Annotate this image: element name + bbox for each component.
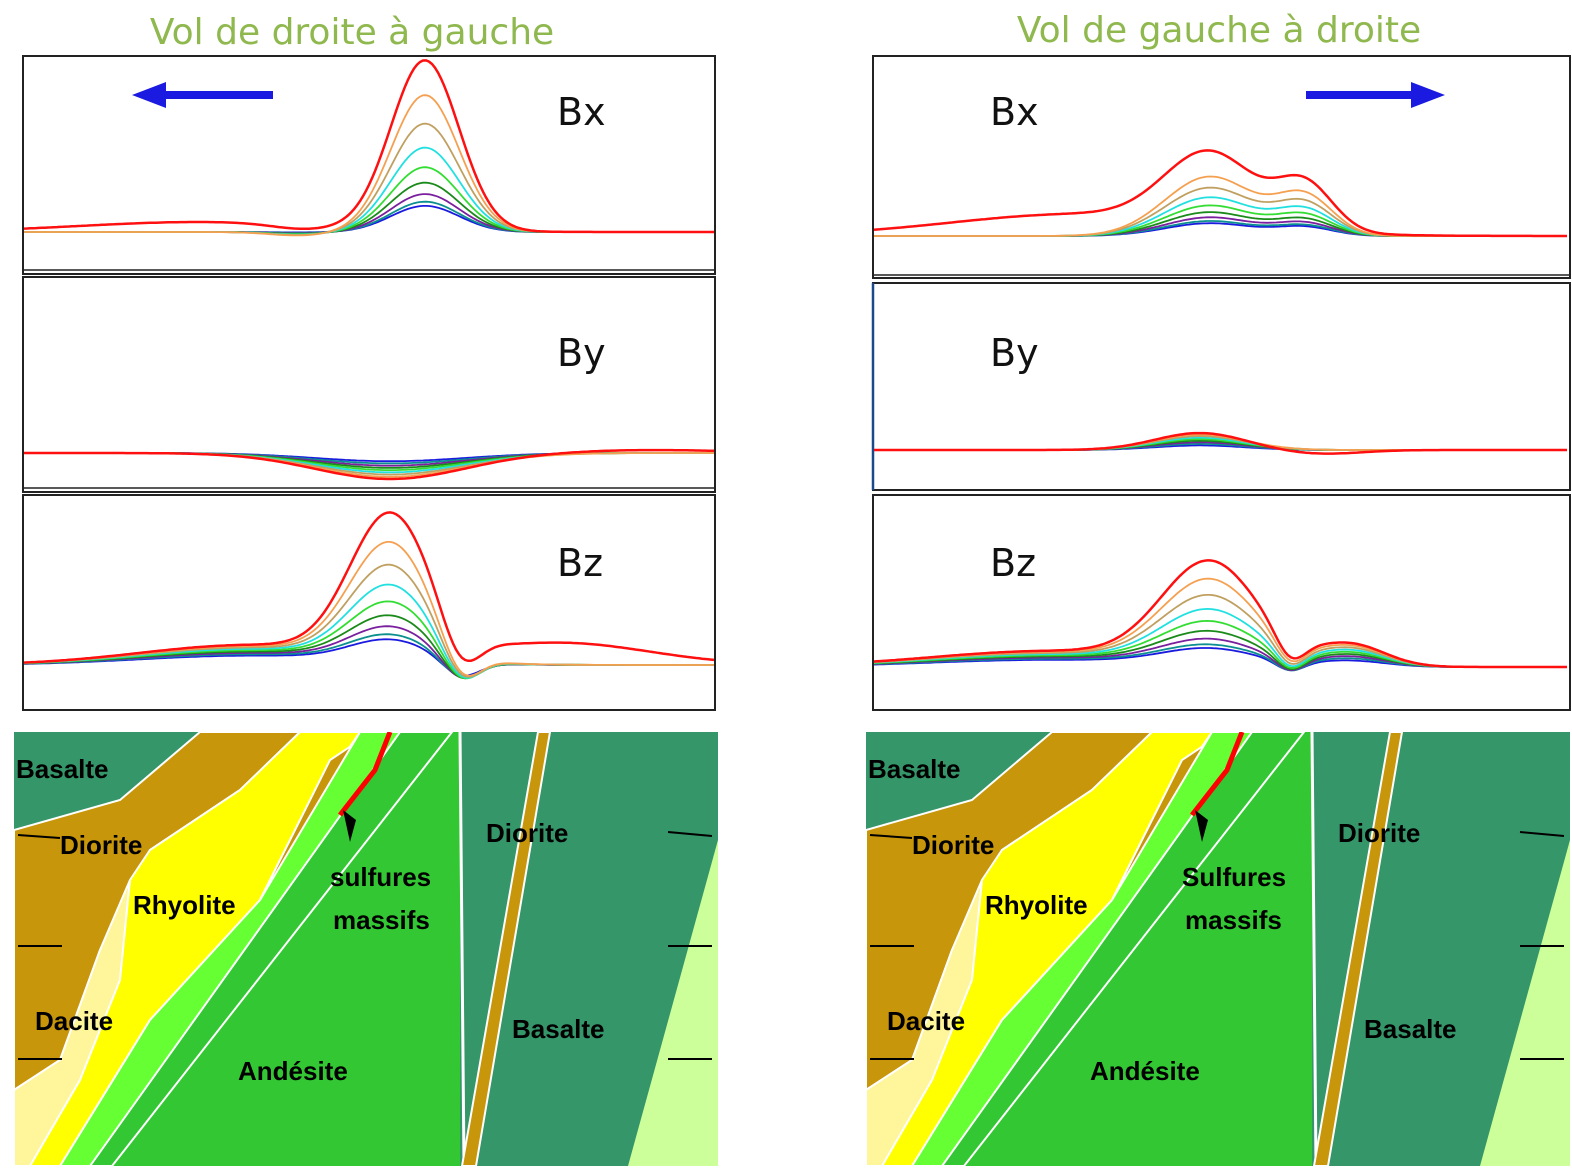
bx-curves xyxy=(23,59,714,237)
bx-plot-frame xyxy=(22,55,716,275)
bz-plot-frame xyxy=(872,494,1571,711)
panel-right: Vol de gauche à droite Bx By Bz xyxy=(866,10,1571,1166)
sulfide-pointer-icon xyxy=(1195,810,1208,842)
bz-curves xyxy=(873,559,1567,672)
label-dacite: Dacite xyxy=(35,1006,113,1036)
bx-plot: Bx xyxy=(22,55,716,275)
by-curves xyxy=(874,431,1567,455)
panel-title: Vol de droite à gauche xyxy=(150,12,554,53)
bz-plot-frame xyxy=(22,494,716,711)
label-basalte-left: Basalte xyxy=(16,754,109,784)
sulfide-vein xyxy=(338,732,393,817)
bx-curves xyxy=(873,149,1567,238)
anomaly-curve xyxy=(24,448,714,481)
label-dacite: Dacite xyxy=(887,1006,965,1036)
bx-plot: Bx xyxy=(872,55,1571,279)
anomaly-curve xyxy=(23,511,715,664)
anomaly-curve xyxy=(23,59,714,234)
bz-label: Bz xyxy=(557,541,603,585)
label-rhyolite: Rhyolite xyxy=(133,890,236,920)
label-basalte-right: Basalte xyxy=(512,1014,605,1044)
label-diorite-right: Diorite xyxy=(486,818,568,848)
by-plot: By xyxy=(871,282,1571,491)
basalt-left-zone xyxy=(866,732,1052,830)
sulfide-vein xyxy=(1190,732,1245,817)
by-label: By xyxy=(990,331,1039,375)
anomaly-curve xyxy=(874,431,1567,455)
label-massifs: massifs xyxy=(333,905,430,935)
bz-plot: Bz xyxy=(872,494,1571,711)
label-sulfures: Sulfures xyxy=(1182,862,1286,892)
by-plot-frame xyxy=(22,276,716,493)
bx-plot-frame xyxy=(872,55,1571,279)
anomaly-curve xyxy=(873,559,1567,669)
label-diorite-left: Diorite xyxy=(912,830,994,860)
by-curves xyxy=(24,448,714,481)
label-basalte-right: Basalte xyxy=(1364,1014,1457,1044)
flight-direction-arrow-left-icon xyxy=(132,82,273,108)
label-sulfures: sulfures xyxy=(330,862,431,892)
sulfide-pointer-icon xyxy=(343,810,356,842)
anomaly-curve xyxy=(873,149,1567,238)
bz-plot: Bz xyxy=(22,494,716,711)
label-basalte-left: Basalte xyxy=(868,754,961,784)
bz-label: Bz xyxy=(990,541,1036,585)
label-andesite: Andésite xyxy=(1090,1056,1200,1086)
by-plot-frame xyxy=(872,282,1571,491)
label-diorite-right: Diorite xyxy=(1338,818,1420,848)
label-rhyolite: Rhyolite xyxy=(985,890,1088,920)
bx-label: Bx xyxy=(990,90,1039,134)
pale-green-zone xyxy=(628,840,718,1166)
geologic-cross-section: Basalte Diorite Rhyolite Dacite Andésite… xyxy=(866,732,1570,1166)
panel-left: Vol de droite à gauche Bx By Bz xyxy=(14,12,718,1166)
pale-green-zone xyxy=(1480,840,1570,1166)
by-label: By xyxy=(557,331,606,375)
geologic-cross-section: Basalte Diorite Rhyolite Dacite Andésite… xyxy=(14,732,718,1166)
bx-label: Bx xyxy=(557,90,606,134)
diorite-dike xyxy=(1312,732,1404,1166)
label-massifs: massifs xyxy=(1185,905,1282,935)
by-plot: By xyxy=(22,276,716,493)
panel-title: Vol de gauche à droite xyxy=(1017,10,1421,51)
label-andesite: Andésite xyxy=(238,1056,348,1086)
diorite-dike xyxy=(460,732,552,1166)
bz-curves xyxy=(23,511,715,680)
basalt-left-zone xyxy=(14,732,200,830)
label-diorite-left: Diorite xyxy=(60,830,142,860)
flight-direction-arrow-right-icon xyxy=(1306,82,1445,108)
